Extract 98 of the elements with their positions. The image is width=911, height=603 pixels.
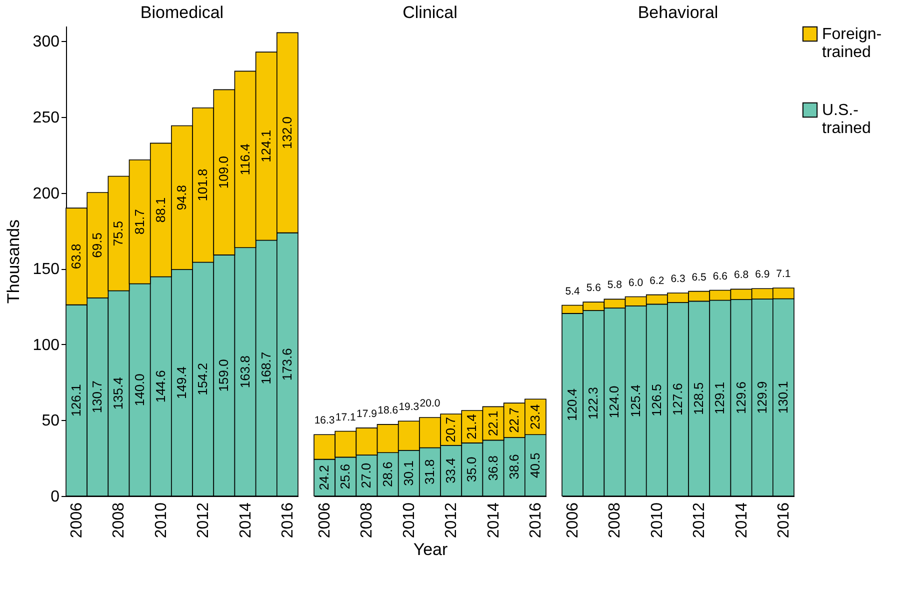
data-label: 23.4: [527, 404, 542, 430]
data-label: 129.1: [712, 382, 728, 414]
data-label: 163.8: [237, 356, 252, 388]
x-tick-label: 2010: [152, 502, 170, 538]
data-label: 130.1: [775, 381, 790, 414]
y-tick-label: 100: [32, 336, 60, 354]
data-label: 129.9: [754, 381, 770, 414]
data-label: 6.6: [712, 270, 728, 282]
data-label: 17.9: [356, 408, 378, 420]
data-label: 122.3: [586, 387, 601, 420]
y-tick-label: 0: [50, 488, 60, 506]
data-label: 81.7: [132, 209, 147, 234]
data-label: 159.0: [216, 359, 232, 392]
data-label: 128.5: [691, 382, 706, 415]
data-label: 120.4: [564, 388, 580, 421]
x-tick-label: 2008: [110, 502, 128, 538]
data-label: 24.2: [316, 465, 332, 490]
data-label: 75.5: [110, 220, 126, 246]
legend-label: Foreign-trained: [822, 26, 882, 61]
data-label: 22.7: [506, 408, 522, 433]
data-label: 7.1: [776, 268, 791, 280]
data-label: 63.8: [68, 244, 84, 270]
data-label: 28.6: [380, 462, 395, 487]
x-tick-label: 2010: [648, 502, 666, 538]
data-label: 94.8: [174, 184, 189, 210]
y-axis-title: Thousands: [4, 219, 23, 304]
data-label: 21.4: [464, 414, 480, 440]
data-label: 18.6: [378, 404, 398, 416]
data-label: 124.0: [606, 386, 622, 418]
data-label: 6.8: [734, 269, 749, 282]
x-tick-label: 2008: [606, 502, 624, 538]
chart-title: Behavioral: [638, 3, 718, 22]
y-tick-label: 200: [32, 185, 60, 202]
data-label: 101.8: [195, 168, 210, 202]
x-tick-label: 2016: [775, 502, 792, 538]
x-axis-title: Year: [413, 540, 448, 560]
x-tick-label: 2014: [733, 502, 750, 538]
x-tick-label: 2012: [443, 502, 460, 538]
chart-title: Clinical: [402, 3, 458, 22]
data-label: 6.2: [650, 274, 664, 287]
x-tick-label: 2006: [564, 502, 582, 538]
data-label: 5.8: [607, 279, 622, 292]
data-label: 116.4: [237, 144, 252, 176]
data-label: 126.5: [648, 384, 664, 416]
data-label: 5.6: [586, 282, 602, 294]
x-tick-label: 2016: [279, 502, 296, 538]
data-label: 132.0: [279, 116, 294, 150]
data-label: 33.4: [443, 458, 458, 484]
data-label: 127.6: [670, 383, 685, 416]
data-label: 69.5: [90, 232, 105, 258]
data-label: 22.1: [485, 410, 500, 436]
data-label: 6.0: [628, 276, 644, 289]
x-tick-label: 2008: [358, 502, 376, 538]
y-tick-label: 300: [32, 34, 60, 51]
x-tick-label: 2012: [691, 502, 708, 538]
data-label: 25.6: [338, 464, 353, 490]
data-label: 30.1: [400, 460, 416, 486]
chart-title: Biomedical: [140, 3, 224, 22]
data-label: 20.0: [420, 397, 440, 410]
data-label: 5.4: [565, 285, 580, 298]
x-tick-label: 2014: [485, 502, 502, 538]
x-tick-label: 2012: [195, 502, 212, 538]
data-label: 38.6: [506, 454, 522, 480]
data-label: 109.0: [216, 156, 232, 189]
x-tick-label: 2010: [400, 502, 418, 538]
data-label: 124.1: [258, 130, 274, 162]
legend-label: U.S.-trained: [822, 102, 871, 137]
data-label: 144.6: [152, 370, 168, 403]
data-label: 6.3: [670, 272, 686, 285]
data-label: 140.0: [132, 374, 147, 406]
data-label: 154.2: [195, 362, 210, 396]
data-label: 149.4: [174, 366, 189, 400]
y-tick-label: 250: [32, 109, 60, 126]
x-tick-label: 2006: [68, 502, 86, 538]
data-label: 88.1: [152, 197, 168, 223]
data-label: 36.8: [485, 455, 500, 481]
data-label: 31.8: [422, 459, 437, 485]
x-tick-label: 2006: [316, 502, 334, 538]
data-label: 19.3: [398, 401, 420, 414]
y-tick-label: 150: [32, 261, 60, 278]
data-label: 40.5: [527, 452, 542, 478]
data-label: 129.6: [733, 381, 748, 414]
data-label: 126.1: [68, 384, 84, 417]
x-tick-label: 2014: [237, 502, 254, 538]
data-label: 173.6: [279, 348, 294, 381]
data-label: 20.7: [443, 417, 458, 442]
data-label: 27.0: [358, 462, 374, 488]
data-label: 16.3: [314, 414, 335, 427]
data-label: 130.7: [90, 380, 105, 414]
data-label: 35.0: [464, 456, 480, 482]
data-label: 168.7: [258, 352, 274, 384]
data-label: 135.4: [110, 377, 126, 410]
data-label: 17.1: [335, 411, 356, 424]
data-label: 6.9: [755, 268, 770, 281]
data-label: 125.4: [628, 384, 643, 418]
data-label: 6.5: [692, 271, 707, 284]
y-tick-label: 50: [42, 412, 60, 430]
x-tick-label: 2016: [527, 502, 544, 538]
